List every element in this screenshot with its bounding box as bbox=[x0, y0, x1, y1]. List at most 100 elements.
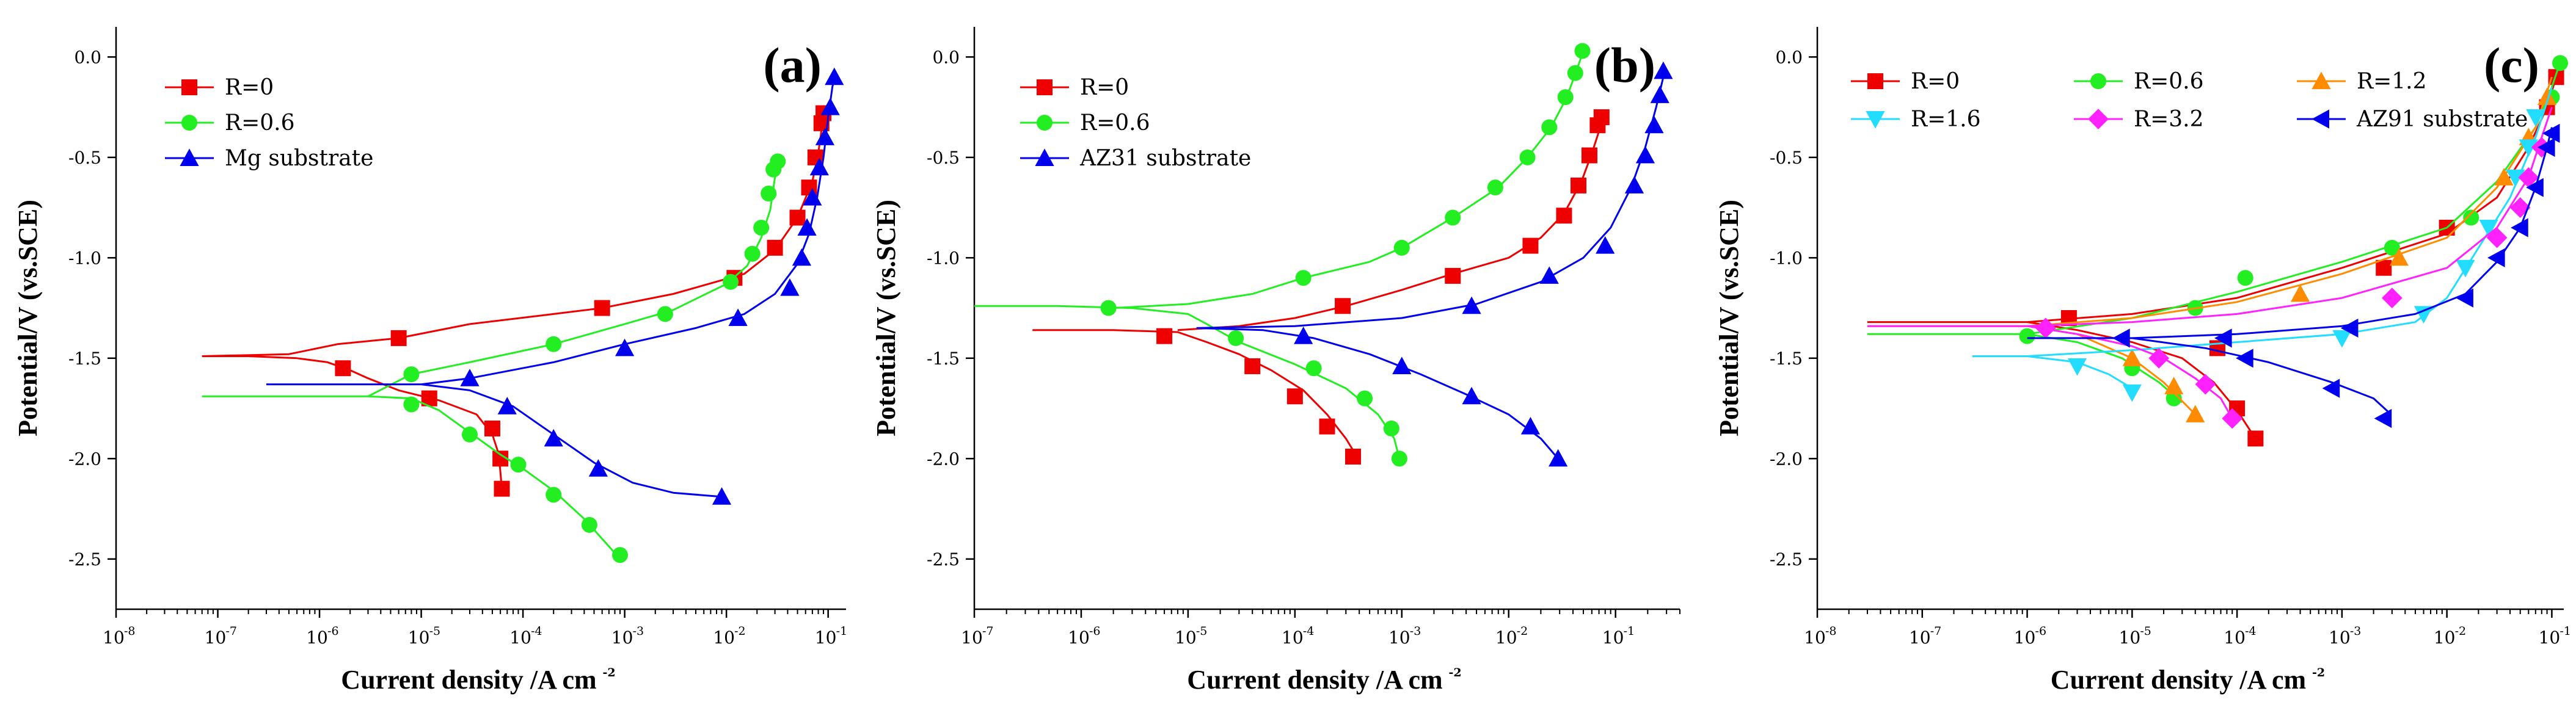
data-point bbox=[2186, 405, 2205, 422]
legend-entry: R=1.2 bbox=[2297, 69, 2427, 94]
series-mg-substrate bbox=[266, 67, 844, 505]
x-tick-exponent: -2 bbox=[1517, 624, 1528, 638]
x-tick-label: 10 bbox=[1282, 628, 1304, 648]
data-point bbox=[1462, 386, 1481, 405]
data-point bbox=[460, 369, 480, 386]
x-tick-label: 10 bbox=[815, 628, 837, 648]
data-point bbox=[1383, 420, 1399, 436]
legend-entry: R=0 bbox=[1851, 69, 1960, 94]
data-point bbox=[2456, 288, 2473, 308]
data-point bbox=[1520, 417, 1541, 435]
legend-marker bbox=[180, 148, 199, 166]
y-tick-label: -2.5 bbox=[1770, 549, 1803, 570]
data-point bbox=[1294, 327, 1313, 344]
data-point bbox=[2112, 328, 2130, 348]
x-tick-exponent: -1 bbox=[2560, 624, 2571, 638]
data-point bbox=[2236, 349, 2253, 368]
x-axis-label-superscript: -2 bbox=[603, 666, 616, 679]
legend-marker bbox=[2311, 109, 2329, 129]
data-point bbox=[1596, 236, 1615, 254]
data-point bbox=[825, 67, 844, 85]
data-point bbox=[510, 457, 527, 473]
data-point bbox=[1557, 89, 1574, 106]
data-point bbox=[2067, 358, 2087, 376]
data-point bbox=[712, 487, 732, 505]
x-tick-exponent: -8 bbox=[124, 624, 136, 638]
x-axis-label: Current density /A cm bbox=[2051, 665, 2306, 695]
x-tick-label: 10 bbox=[408, 628, 430, 648]
data-point bbox=[2035, 317, 2056, 339]
legend-entry: AZ31 substrate bbox=[1020, 146, 1251, 171]
x-tick-exponent: -7 bbox=[226, 624, 238, 638]
x-tick-label: 10 bbox=[1175, 628, 1197, 648]
legend-label: R=0.6 bbox=[225, 110, 295, 136]
data-point bbox=[2456, 259, 2475, 278]
x-axis-label-superscript: -2 bbox=[1449, 666, 1462, 679]
data-point bbox=[390, 330, 407, 346]
data-point bbox=[2381, 288, 2403, 309]
x-tick-exponent: -5 bbox=[429, 624, 441, 638]
data-point bbox=[1445, 267, 1461, 284]
legend-label: AZ91 substrate bbox=[2356, 107, 2528, 132]
legend-label: R=3.2 bbox=[2134, 107, 2204, 132]
x-tick-exponent: -3 bbox=[1410, 624, 1421, 638]
data-point bbox=[2247, 430, 2264, 447]
x-tick-label: 10 bbox=[1495, 628, 1517, 648]
data-point bbox=[1487, 179, 1503, 196]
data-point bbox=[2237, 270, 2253, 286]
data-point bbox=[1357, 390, 1373, 407]
x-tick-exponent: -7 bbox=[982, 624, 994, 638]
y-axis-label: Potential/V (vs.SCE) bbox=[13, 200, 43, 436]
x-tick-exponent: -4 bbox=[1303, 624, 1315, 638]
data-point bbox=[545, 487, 562, 503]
data-point bbox=[2376, 259, 2392, 276]
data-point bbox=[780, 278, 800, 296]
data-point bbox=[1100, 300, 1117, 316]
data-point bbox=[2552, 55, 2569, 71]
legend-label: R=0.6 bbox=[2134, 69, 2204, 94]
data-point bbox=[2122, 349, 2142, 366]
data-point bbox=[1581, 147, 1597, 164]
legend-label: R=0 bbox=[1911, 69, 1960, 94]
legend-label: R=0.6 bbox=[1080, 110, 1150, 136]
data-point bbox=[815, 128, 835, 145]
data-point bbox=[2537, 87, 2557, 106]
data-point bbox=[2506, 169, 2525, 187]
data-point bbox=[1624, 176, 1644, 194]
data-point bbox=[761, 186, 777, 202]
data-point bbox=[753, 219, 770, 236]
legend-marker bbox=[181, 79, 197, 95]
legend-entry: R=0.6 bbox=[165, 110, 295, 136]
series-r-0-6 bbox=[202, 153, 786, 563]
series-r-3-2 bbox=[1867, 107, 2553, 429]
x-tick-label: 10 bbox=[2014, 628, 2036, 648]
x-tick-exponent: -5 bbox=[1196, 624, 1208, 638]
x-axis-label: Current density /A cm bbox=[1187, 665, 1442, 695]
data-point bbox=[462, 426, 478, 443]
data-point bbox=[2222, 408, 2243, 429]
y-tick-label: -1.5 bbox=[1770, 349, 1803, 369]
data-point bbox=[2164, 377, 2184, 394]
data-point bbox=[1549, 449, 1568, 467]
data-point bbox=[1305, 360, 1322, 377]
data-point bbox=[2509, 197, 2531, 218]
x-tick-exponent: -3 bbox=[2350, 624, 2362, 638]
y-tick-label: -2.0 bbox=[68, 449, 101, 469]
data-point bbox=[1392, 356, 1412, 374]
panel-label: (b) bbox=[1594, 37, 1655, 93]
data-point bbox=[2195, 374, 2216, 395]
data-point bbox=[612, 547, 629, 563]
data-point bbox=[588, 459, 608, 477]
data-point bbox=[1541, 119, 1558, 136]
y-axis-label: Potential/V (vs.SCE) bbox=[1714, 200, 1744, 436]
data-point bbox=[2384, 239, 2400, 256]
legend-label: R=1.2 bbox=[2357, 69, 2427, 94]
data-point bbox=[792, 248, 812, 266]
series-r-0 bbox=[1032, 109, 1610, 465]
data-point bbox=[797, 218, 817, 236]
legend-marker bbox=[1866, 111, 1885, 129]
y-tick-label: -2.5 bbox=[68, 549, 101, 570]
data-point bbox=[657, 306, 673, 322]
data-point bbox=[2374, 408, 2392, 429]
